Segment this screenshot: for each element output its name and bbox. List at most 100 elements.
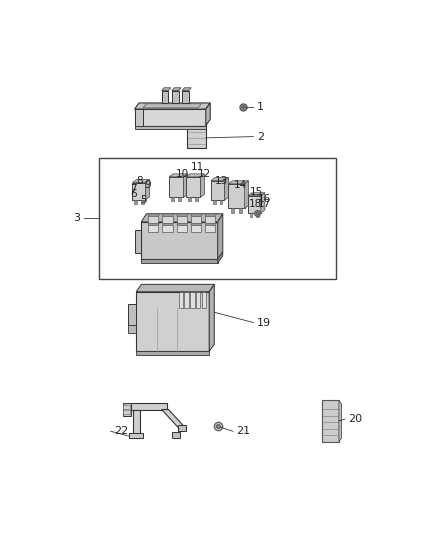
Text: 2: 2 — [257, 132, 264, 142]
Polygon shape — [205, 216, 215, 223]
Polygon shape — [195, 197, 198, 201]
Polygon shape — [228, 184, 244, 208]
Polygon shape — [177, 216, 187, 223]
Polygon shape — [179, 292, 183, 308]
Polygon shape — [339, 400, 342, 441]
Polygon shape — [172, 88, 181, 91]
Polygon shape — [141, 214, 223, 222]
Text: 20: 20 — [348, 414, 363, 424]
Polygon shape — [211, 177, 229, 181]
Polygon shape — [162, 91, 169, 103]
Polygon shape — [133, 409, 140, 434]
Polygon shape — [248, 193, 265, 196]
Polygon shape — [136, 292, 209, 351]
Polygon shape — [162, 88, 171, 91]
Polygon shape — [206, 103, 210, 126]
Polygon shape — [148, 223, 159, 225]
Polygon shape — [187, 126, 206, 148]
Polygon shape — [205, 214, 217, 216]
Polygon shape — [162, 223, 174, 225]
Polygon shape — [209, 284, 214, 351]
Polygon shape — [182, 88, 191, 91]
Polygon shape — [177, 214, 188, 216]
Polygon shape — [136, 284, 214, 292]
Polygon shape — [169, 177, 184, 197]
Polygon shape — [141, 200, 144, 204]
Polygon shape — [186, 174, 205, 177]
Text: 12: 12 — [197, 169, 211, 179]
Polygon shape — [134, 109, 143, 126]
Bar — [124, 406, 130, 409]
Polygon shape — [250, 213, 252, 217]
Text: 18: 18 — [249, 199, 262, 209]
Text: 9: 9 — [145, 180, 152, 190]
Polygon shape — [132, 180, 149, 183]
Polygon shape — [239, 208, 242, 213]
Polygon shape — [178, 197, 181, 201]
Text: 15: 15 — [250, 187, 264, 197]
Polygon shape — [134, 200, 137, 204]
Polygon shape — [178, 425, 186, 431]
Text: 7: 7 — [130, 184, 137, 193]
Polygon shape — [169, 174, 187, 177]
Polygon shape — [172, 432, 180, 438]
Polygon shape — [220, 200, 223, 204]
Polygon shape — [162, 214, 174, 216]
Polygon shape — [190, 292, 194, 308]
Text: 19: 19 — [257, 318, 271, 327]
Polygon shape — [128, 304, 136, 325]
Polygon shape — [191, 225, 201, 232]
Polygon shape — [141, 222, 218, 259]
Polygon shape — [211, 181, 224, 200]
Polygon shape — [191, 223, 202, 225]
Polygon shape — [261, 193, 265, 213]
Polygon shape — [191, 214, 202, 216]
Polygon shape — [143, 104, 201, 108]
Polygon shape — [322, 400, 339, 441]
Text: 13: 13 — [215, 176, 229, 187]
Polygon shape — [162, 225, 173, 232]
Polygon shape — [205, 225, 215, 232]
Polygon shape — [148, 216, 158, 223]
Bar — [99, 158, 336, 279]
Polygon shape — [132, 183, 145, 200]
Text: 14: 14 — [234, 180, 247, 190]
Polygon shape — [162, 216, 173, 223]
Text: 6: 6 — [130, 189, 137, 199]
Polygon shape — [148, 214, 159, 216]
Polygon shape — [228, 181, 249, 184]
Polygon shape — [145, 180, 149, 200]
Polygon shape — [196, 292, 200, 308]
Polygon shape — [162, 409, 185, 428]
Polygon shape — [131, 403, 167, 409]
Polygon shape — [123, 403, 131, 416]
Text: 3: 3 — [74, 213, 81, 223]
Polygon shape — [184, 292, 189, 308]
Polygon shape — [134, 126, 206, 129]
Polygon shape — [224, 177, 229, 200]
Text: 8: 8 — [136, 175, 143, 185]
Polygon shape — [177, 225, 187, 232]
Text: 16: 16 — [258, 193, 271, 204]
Polygon shape — [256, 213, 259, 217]
Polygon shape — [172, 91, 179, 103]
Polygon shape — [182, 91, 189, 103]
Polygon shape — [186, 177, 200, 197]
Polygon shape — [244, 181, 249, 208]
Polygon shape — [128, 325, 136, 333]
Text: 1: 1 — [257, 102, 264, 112]
Polygon shape — [248, 196, 261, 213]
Text: 21: 21 — [237, 426, 251, 437]
Text: 10: 10 — [176, 169, 189, 179]
Polygon shape — [202, 292, 206, 308]
Polygon shape — [148, 225, 158, 232]
Text: 11: 11 — [191, 163, 204, 172]
Polygon shape — [218, 214, 223, 259]
Polygon shape — [141, 259, 218, 263]
Text: 22: 22 — [114, 426, 128, 437]
Text: 5: 5 — [140, 195, 147, 205]
Polygon shape — [177, 223, 188, 225]
Polygon shape — [134, 109, 206, 126]
Polygon shape — [171, 197, 174, 201]
Polygon shape — [184, 174, 187, 197]
